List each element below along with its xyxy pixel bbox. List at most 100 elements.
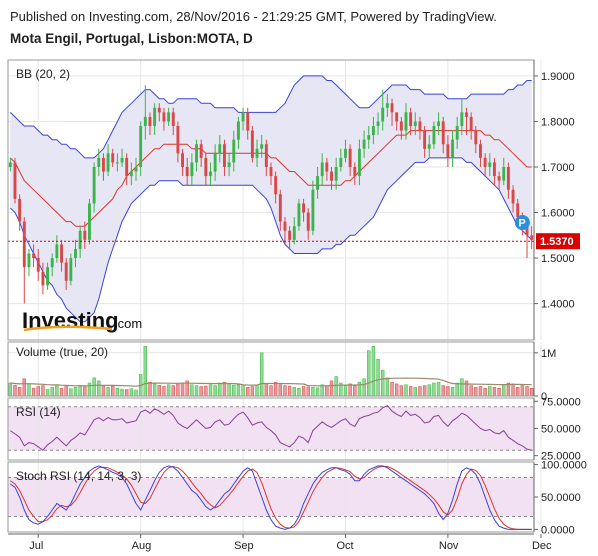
candle-body: [278, 194, 282, 222]
candle-body: [413, 121, 417, 127]
volume-bar: [483, 387, 487, 397]
volume-bar: [246, 387, 250, 397]
candle-body: [339, 157, 343, 167]
volume-bar: [259, 352, 264, 397]
volume-bar: [525, 386, 529, 397]
volume-bar: [516, 387, 520, 397]
marker-p-icon: [514, 215, 530, 231]
volume-bar: [353, 385, 357, 397]
candle-body: [185, 166, 189, 177]
volume-bar: [83, 385, 87, 397]
volume-bar: [227, 383, 231, 397]
candle-body: [362, 139, 366, 149]
candle-body: [474, 130, 478, 145]
candle-body: [525, 226, 529, 236]
volume-bar: [125, 389, 129, 397]
volume-bar: [348, 383, 352, 397]
candle-body: [232, 139, 236, 163]
volume-bar: [283, 385, 287, 397]
volume-bar: [474, 387, 478, 397]
candle-body: [18, 198, 22, 222]
candle-body: [488, 162, 492, 167]
volume-bar: [208, 384, 213, 397]
candle-body: [367, 135, 371, 140]
candle-body: [83, 230, 87, 240]
x-tick-label: Oct: [336, 540, 353, 552]
volume-bar: [455, 382, 459, 397]
candle-body: [357, 148, 361, 177]
volume-bar: [143, 346, 148, 397]
volume-bar: [106, 387, 110, 397]
candle-body: [283, 221, 287, 231]
volume-bar: [450, 387, 455, 397]
volume-ma-line: [10, 377, 532, 387]
rsi-band-fill: [8, 406, 534, 451]
volume-bar: [129, 388, 134, 397]
x-tick-label: Dec: [532, 540, 552, 552]
candle-body: [344, 148, 347, 158]
volume-bar: [13, 384, 17, 397]
logo-swoosh-icon: [23, 325, 113, 332]
candle-body: [227, 162, 231, 167]
volume-bar: [520, 385, 525, 397]
volume-bar: [529, 387, 534, 397]
volume-bar: [278, 384, 283, 397]
marker-p-label: P: [518, 218, 525, 230]
volume-bar: [325, 385, 329, 397]
candle-body: [204, 157, 208, 177]
volume-bar: [120, 388, 124, 397]
instrument-title: Mota Engil, Portugal, Lisbon:MOTA, D: [10, 31, 253, 46]
candle-body: [385, 103, 389, 108]
volume-bar: [148, 381, 152, 397]
volume-bar: [101, 385, 106, 397]
volume-bar: [73, 387, 78, 397]
candle-body: [115, 162, 119, 164]
volume-bar: [190, 384, 194, 397]
candle-body: [13, 162, 17, 199]
volume-bar: [111, 385, 115, 397]
volume-bar: [478, 386, 483, 397]
volume-bar: [408, 386, 413, 397]
candle-body: [195, 144, 198, 163]
candle-body: [171, 112, 175, 127]
candle-body: [260, 144, 264, 149]
volume-bar: [427, 384, 431, 397]
candle-body: [334, 166, 338, 181]
stoch-d-line: [10, 465, 532, 530]
candle-body: [455, 126, 459, 140]
volume-bar: [162, 386, 166, 397]
volume-bar: [264, 383, 269, 397]
candle-body: [502, 166, 506, 181]
stoch-panel-label: Stoch RSI (14, 14, 3, 3): [16, 469, 141, 483]
volume-bar: [152, 383, 157, 397]
volume-bar: [64, 386, 68, 397]
candle-body: [348, 148, 352, 167]
volume-bar: [422, 385, 427, 397]
volume-bar: [59, 387, 64, 397]
volume-bar: [69, 388, 73, 397]
candle-body: [190, 162, 194, 177]
volume-bar: [385, 377, 390, 397]
volume-bar: [390, 381, 394, 397]
volume-bar: [418, 386, 422, 397]
candle-body: [381, 107, 385, 122]
volume-bar: [497, 387, 501, 397]
stoch-tick-label: 50.0000: [541, 492, 581, 504]
volume-bar: [394, 383, 399, 397]
candle-body: [176, 126, 180, 154]
candle-body: [236, 121, 240, 140]
volume-bar: [180, 382, 185, 397]
volume-bar: [241, 385, 245, 397]
candle-body: [55, 244, 59, 259]
candle-body: [516, 203, 520, 218]
candle-body: [506, 166, 510, 190]
candle-body: [395, 112, 399, 122]
candle-body: [22, 221, 26, 268]
candle-body: [27, 253, 31, 268]
volume-bar: [255, 384, 259, 397]
candle-body: [88, 203, 91, 240]
volume-bar: [50, 387, 54, 397]
volume-bar: [287, 385, 292, 397]
volume-tick-label: 0: [541, 391, 547, 403]
